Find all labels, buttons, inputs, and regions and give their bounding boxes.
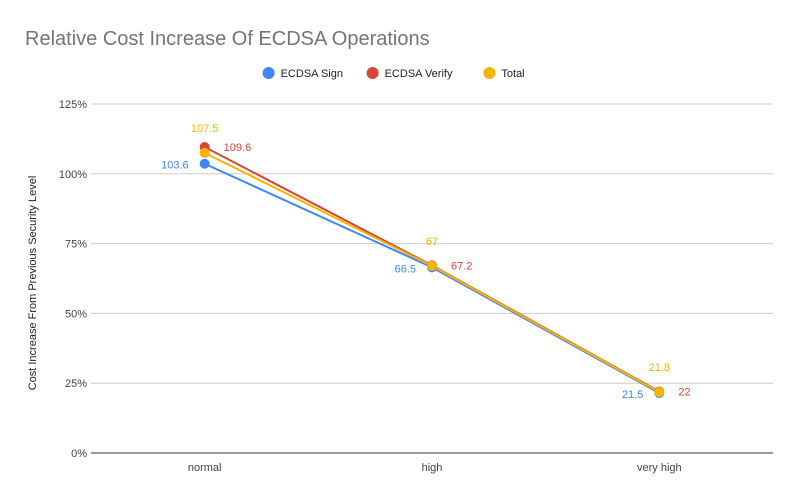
data-label: 109.6 bbox=[224, 142, 252, 154]
y-axis-ticks: 0% 25% 50% 75% 100% 125% bbox=[59, 99, 87, 460]
data-labels: 103.6 66.5 21.5 109.6 67.2 22 107.5 67 21.8 bbox=[161, 123, 690, 401]
x-axis-ticks: normal high very high bbox=[188, 462, 682, 474]
legend-label: ECDSA Sign bbox=[281, 68, 343, 80]
chart-title: Relative Cost Increase Of ECDSA Operatio… bbox=[25, 28, 430, 50]
legend-marker bbox=[366, 67, 379, 79]
x-tick-label: normal bbox=[188, 462, 222, 474]
data-label: 67 bbox=[426, 236, 438, 248]
data-label: 107.5 bbox=[191, 123, 219, 135]
data-label: 66.5 bbox=[395, 263, 416, 275]
data-point bbox=[199, 158, 210, 169]
y-tick-label: 25% bbox=[65, 378, 87, 390]
y-tick-label: 0% bbox=[71, 448, 87, 460]
series-line bbox=[204, 162, 660, 394]
data-label: 21.8 bbox=[649, 362, 670, 374]
data-label: 67.2 bbox=[451, 260, 472, 272]
x-tick-label: high bbox=[422, 462, 443, 474]
series-group bbox=[199, 141, 665, 398]
legend-marker bbox=[483, 67, 496, 79]
legend: ECDSA Sign ECDSA Verify Total bbox=[262, 67, 525, 80]
legend-label: Total bbox=[501, 68, 524, 80]
data-point bbox=[199, 147, 210, 158]
legend-marker bbox=[262, 67, 275, 79]
data-label: 22 bbox=[678, 387, 690, 399]
data-label: 21.5 bbox=[622, 389, 643, 401]
x-tick-label: very high bbox=[637, 462, 682, 474]
data-point bbox=[654, 387, 665, 398]
y-tick-label: 75% bbox=[65, 239, 87, 251]
y-axis-label: Cost Increase From Previous Security Lev… bbox=[27, 176, 39, 391]
legend-label: ECDSA Verify bbox=[385, 68, 453, 80]
data-label: 103.6 bbox=[161, 160, 189, 172]
data-point bbox=[427, 260, 437, 271]
y-tick-label: 50% bbox=[65, 308, 87, 320]
y-tick-label: 100% bbox=[59, 169, 87, 181]
y-tick-label: 125% bbox=[59, 99, 87, 111]
gridlines bbox=[91, 103, 773, 454]
